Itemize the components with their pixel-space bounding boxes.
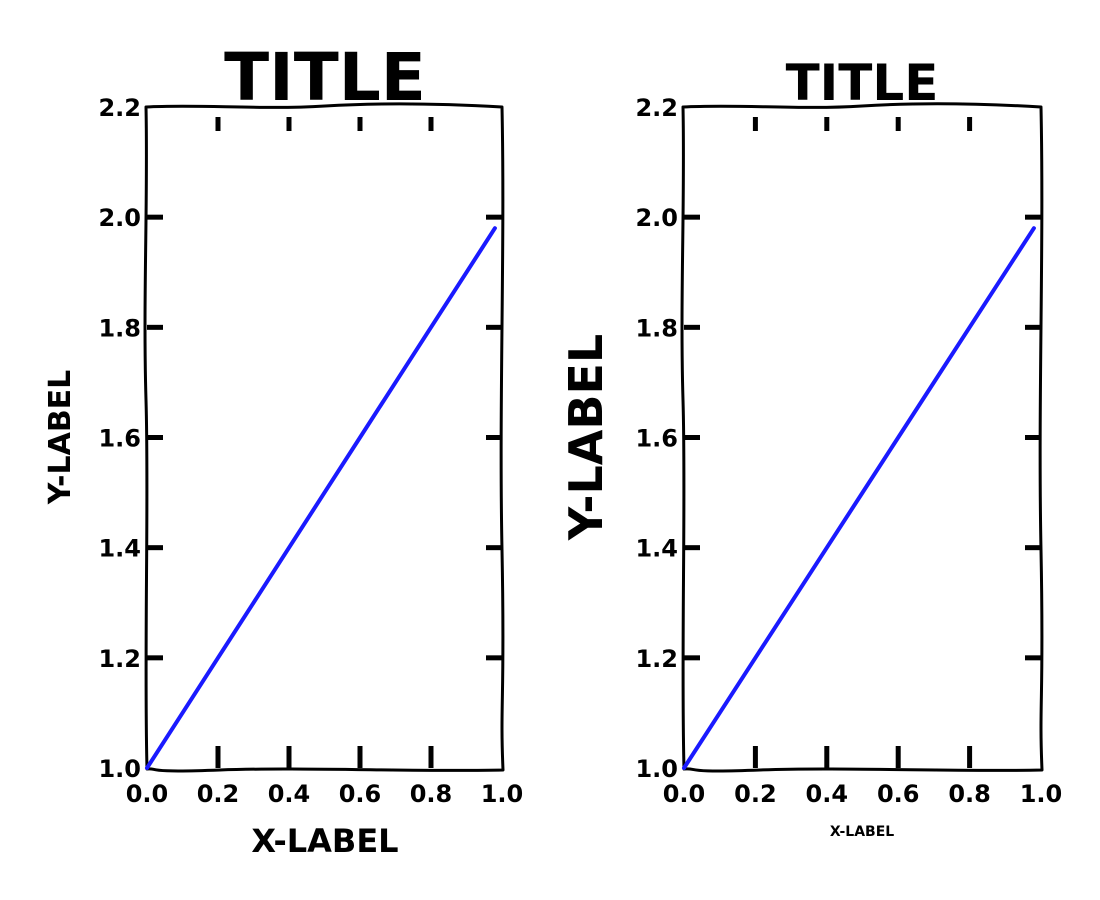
y-tick-label: 1.4: [98, 535, 141, 563]
x-tick-label: 0.4: [268, 780, 311, 808]
chart-panel-left: TITLE Y-LABEL X-LABEL 1.01.21.41.61.82.0…: [43, 39, 523, 860]
y-tick-label: 1.8: [98, 314, 141, 342]
x-tick-label: 0.2: [197, 780, 240, 808]
y-tick-label: 1.0: [98, 755, 141, 783]
y-tick-label: 1.2: [635, 645, 678, 673]
x-tick-label: 0.0: [663, 780, 706, 808]
series-line: [145, 226, 497, 770]
y-tick-label: 2.0: [635, 204, 678, 232]
chart-panel-right: TITLE Y-LABEL X-LABEL 1.0 1.2 1.4 1.6 1.8 2.0…: [559, 54, 1062, 840]
y-tick-labels: 1.0 1.2 1.4 1.6 1.8 2.0 2.2: [98, 94, 141, 783]
x-axis-label: X-LABEL: [251, 822, 398, 860]
x-tick-label: 1.0: [1020, 780, 1063, 808]
y-tick-label: 1.8: [635, 314, 678, 342]
chart-title: TITLE: [786, 54, 939, 112]
x-tick-label: 0.8: [410, 780, 453, 808]
y-tick-label: 2.2: [98, 94, 141, 122]
y-axis-label: Y-LABEL: [559, 334, 613, 541]
x-axis-label: X-LABEL: [830, 824, 894, 840]
x-tick-label: 0.0: [126, 780, 169, 808]
plot-frame: [143, 102, 505, 773]
series-line: [682, 226, 1036, 770]
x-tick-labels: 0.0 0.2 0.4 0.6 0.8 1.0: [663, 780, 1063, 808]
x-tick-label: 0.4: [806, 780, 849, 808]
x-tick-label: 0.2: [734, 780, 777, 808]
y-axis-label: Y-LABEL: [43, 370, 78, 506]
x-tick-label: 0.6: [339, 780, 382, 808]
plot-frame: [680, 102, 1044, 773]
tick-marks: [147, 117, 502, 768]
x-tick-label: 0.6: [877, 780, 920, 808]
y-tick-label: 2.2: [635, 94, 678, 122]
y-tick-label: 1.4: [635, 535, 678, 563]
x-tick-label: 0.8: [948, 780, 991, 808]
y-tick-label: 1.2: [98, 645, 141, 673]
y-tick-label: 1.0: [635, 755, 678, 783]
y-tick-label: 1.6: [635, 425, 678, 453]
tick-marks: [684, 117, 1041, 768]
x-tick-label: 1.0: [481, 780, 524, 808]
y-tick-label: 1.6: [98, 425, 141, 453]
y-tick-label: 2.0: [98, 204, 141, 232]
x-tick-labels: 0.0 0.2 0.4 0.6 0.8 1.0: [126, 780, 524, 808]
y-tick-labels: 1.0 1.2 1.4 1.6 1.8 2.0 2.2: [635, 94, 678, 783]
